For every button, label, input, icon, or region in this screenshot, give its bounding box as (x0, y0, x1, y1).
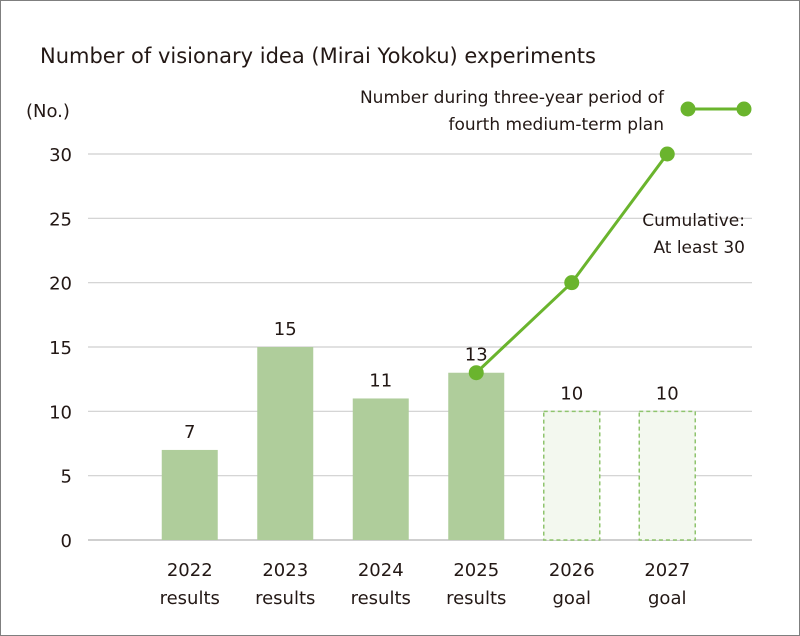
x-category-year: 2024 (358, 560, 404, 581)
legend: Number during three-year period of fourt… (360, 88, 752, 135)
y-tick-label: 20 (49, 274, 72, 295)
annotation-line1: Cumulative: (642, 211, 745, 231)
x-category-year: 2025 (453, 560, 499, 581)
bar-result (448, 372, 505, 540)
y-axis-unit: (No.) (26, 101, 70, 122)
y-tick-label: 5 (61, 467, 72, 488)
cumulative-point (468, 365, 484, 381)
x-category-year: 2023 (262, 560, 308, 581)
x-category-year: 2027 (644, 560, 690, 581)
x-axis-categories: 2022 results 2023 results 2024 results 2025 res… (160, 560, 691, 609)
cumulative-point (659, 146, 675, 162)
bar-goal (638, 410, 696, 541)
y-tick-label: 30 (49, 145, 72, 166)
legend-label-line2: fourth medium-term plan (449, 115, 664, 135)
y-tick-label: 0 (61, 531, 72, 552)
legend-label-line1: Number during three-year period of (360, 88, 665, 108)
bar-value-label: 15 (274, 319, 297, 340)
legend-marker (736, 101, 752, 117)
bar-value-label: 10 (656, 383, 679, 404)
x-category-kind: results (351, 588, 411, 609)
chart-title: Number of visionary idea (Mirai Yokoku) … (40, 44, 596, 68)
bar-result (257, 347, 314, 540)
cumulative-annotation: Cumulative: At least 30 (642, 211, 745, 258)
y-axis-ticks: 0 5 10 15 20 25 30 (49, 145, 72, 552)
annotation-line2: At least 30 (653, 238, 745, 258)
cumulative-point (564, 275, 580, 291)
x-category-kind: goal (553, 588, 591, 609)
bar-value-label: 11 (369, 370, 392, 391)
legend-marker (680, 101, 696, 117)
y-tick-label: 10 (49, 402, 72, 423)
bar-value-label: 10 (560, 383, 583, 404)
x-category-year: 2026 (549, 560, 595, 581)
x-category-kind: results (255, 588, 315, 609)
x-category-kind: goal (648, 588, 686, 609)
cumulative-line (468, 146, 675, 381)
bar-value-label: 13 (465, 345, 488, 366)
bars (161, 347, 696, 541)
data-labels: 7 15 11 13 10 10 (184, 319, 679, 443)
bar-result (161, 449, 218, 540)
x-category-kind: results (160, 588, 220, 609)
x-category-year: 2022 (167, 560, 213, 581)
y-tick-label: 25 (49, 209, 72, 230)
bar-result (352, 398, 409, 540)
bar-goal (543, 410, 601, 541)
x-category-kind: results (446, 588, 506, 609)
y-tick-label: 15 (49, 338, 72, 359)
cumulative-line-path (475, 153, 669, 374)
bar-value-label: 7 (184, 422, 195, 443)
